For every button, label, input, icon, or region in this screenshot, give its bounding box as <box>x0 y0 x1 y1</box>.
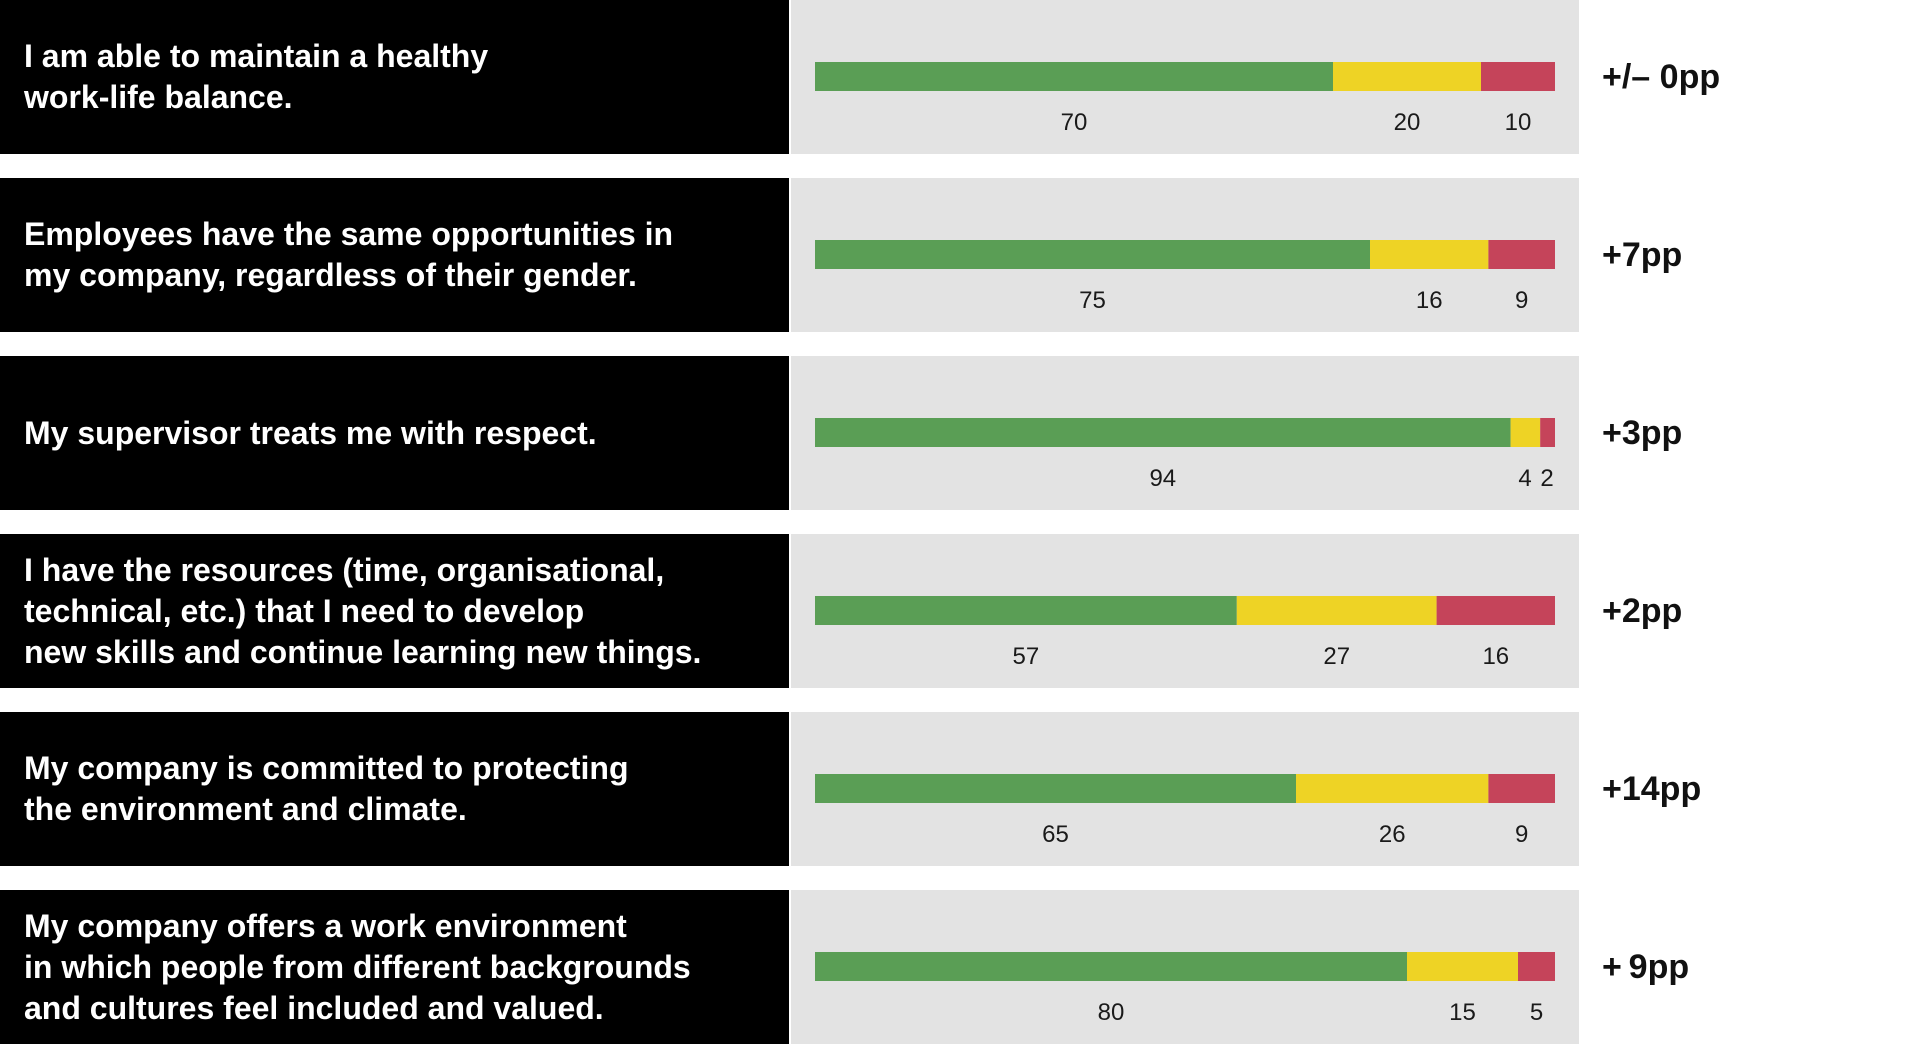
bar-panel: 65 26 9 <box>791 712 1579 866</box>
statement-label: My company offers a work environment in … <box>24 907 691 1026</box>
change-label: + 9pp <box>1602 947 1690 986</box>
change-label: +2pp <box>1602 591 1683 630</box>
agree-value-label: 57 <box>1013 643 1040 670</box>
statement-box: My company offers a work environment in … <box>0 890 789 1044</box>
stacked-bar: 75 16 9 <box>815 240 1555 314</box>
statement-label: I am able to maintain a healthy work-lif… <box>24 38 489 115</box>
change-label: +/– 0pp <box>1602 57 1721 96</box>
bar-panel: 70 20 10 <box>791 0 1579 154</box>
chart-row: I am able to maintain a healthy work-lif… <box>0 0 1932 154</box>
statement-label: I have the resources (time, organisation… <box>24 551 702 670</box>
stacked-bar: 65 26 9 <box>815 774 1555 848</box>
bar-panel: 57 27 16 <box>791 534 1579 688</box>
disagree-value-label: 10 <box>1505 109 1532 136</box>
neutral-value-label: 15 <box>1449 999 1476 1026</box>
agree-segment <box>815 774 1296 803</box>
disagree-value-label: 5 <box>1530 999 1543 1026</box>
bar-panel: 94 4 2 <box>791 356 1579 510</box>
statement-label: My company is committed to protecting th… <box>24 750 629 827</box>
disagree-value-label: 16 <box>1482 643 1509 670</box>
change-label: +14pp <box>1602 769 1702 808</box>
neutral-value-label: 26 <box>1379 821 1406 848</box>
bar-panel: 80 15 5 <box>791 890 1579 1044</box>
statement-box: Employees have the same opportunities in… <box>0 178 789 332</box>
neutral-segment <box>1510 418 1541 447</box>
statement-box: I have the resources (time, organisation… <box>0 534 789 688</box>
neutral-segment <box>1236 596 1437 625</box>
disagree-segment <box>1481 62 1555 91</box>
agree-segment <box>815 418 1511 447</box>
agree-value-label: 75 <box>1079 287 1106 314</box>
disagree-segment <box>1488 774 1555 803</box>
chart-row: Employees have the same opportunities in… <box>0 178 1932 332</box>
chart-row: I have the resources (time, organisation… <box>0 534 1932 688</box>
chart-row: My company offers a work environment in … <box>0 890 1932 1044</box>
agree-segment <box>815 952 1407 981</box>
agree-value-label: 80 <box>1098 999 1125 1026</box>
agree-segment <box>815 596 1237 625</box>
disagree-segment <box>1518 952 1555 981</box>
neutral-segment <box>1296 774 1489 803</box>
statement-label: My supervisor treats me with respect. <box>24 414 597 451</box>
neutral-segment <box>1407 952 1518 981</box>
disagree-value-label: 2 <box>1540 465 1553 492</box>
neutral-value-label: 4 <box>1518 465 1531 492</box>
neutral-value-label: 27 <box>1323 643 1350 670</box>
chart-row: My supervisor treats me with respect. 94 4… <box>0 356 1932 510</box>
disagree-segment <box>1540 418 1555 447</box>
disagree-value-label: 9 <box>1515 821 1528 848</box>
neutral-value-label: 20 <box>1394 109 1421 136</box>
neutral-value-label: 16 <box>1416 287 1443 314</box>
neutral-segment <box>1333 62 1481 91</box>
chart-row: My company is committed to protecting th… <box>0 712 1932 866</box>
stacked-bar: 57 27 16 <box>815 596 1555 670</box>
change-label: +7pp <box>1602 235 1683 274</box>
agree-value-label: 65 <box>1042 821 1069 848</box>
disagree-value-label: 9 <box>1515 287 1528 314</box>
agree-segment <box>815 62 1333 91</box>
neutral-segment <box>1370 240 1489 269</box>
change-label: +3pp <box>1602 413 1683 452</box>
agree-value-label: 94 <box>1149 465 1176 492</box>
stacked-bar: 80 15 5 <box>815 952 1555 1026</box>
stacked-bar: 94 4 2 <box>815 418 1555 492</box>
statement-box: My supervisor treats me with respect. <box>0 356 789 510</box>
statement-box: I am able to maintain a healthy work-lif… <box>0 0 789 154</box>
agree-value-label: 70 <box>1061 109 1088 136</box>
bar-panel: 75 16 9 <box>791 178 1579 332</box>
disagree-segment <box>1436 596 1555 625</box>
stacked-bar: 70 20 10 <box>815 62 1555 136</box>
disagree-segment <box>1488 240 1555 269</box>
statement-box: My company is committed to protecting th… <box>0 712 789 866</box>
statement-label: Employees have the same opportunities in… <box>24 216 674 293</box>
agree-segment <box>815 240 1370 269</box>
